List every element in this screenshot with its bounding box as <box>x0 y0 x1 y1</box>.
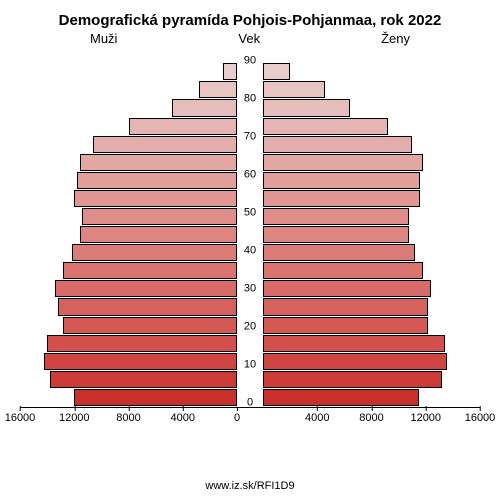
male-bar <box>199 81 237 98</box>
male-bar <box>63 317 237 334</box>
x-tick: 4000 <box>171 412 195 424</box>
x-tick: 4000 <box>305 412 329 424</box>
female-bar <box>263 389 419 406</box>
female-bar <box>263 63 290 80</box>
label-female: Ženy <box>381 31 410 46</box>
female-bar <box>263 298 428 315</box>
y-tick: 90 <box>237 56 263 67</box>
female-bar <box>263 317 428 334</box>
y-tick: 20 <box>237 321 263 332</box>
plot-area: 0 10 20 30 40 50 60 70 80 90 <box>20 48 480 408</box>
male-bar <box>223 63 237 80</box>
y-tick: 40 <box>237 245 263 256</box>
male-bar <box>55 280 237 297</box>
y-axis: 0 10 20 30 40 50 60 70 80 90 <box>237 48 263 407</box>
chart-title: Demografická pyramída Pohjois-Pohjanmaa,… <box>20 12 480 29</box>
male-bar <box>129 118 238 135</box>
female-bar <box>263 353 447 370</box>
female-bar <box>263 190 420 207</box>
x-tick: 16000 <box>465 412 496 424</box>
x-tick: 12000 <box>410 412 441 424</box>
female-bar <box>263 280 431 297</box>
y-tick: 50 <box>237 208 263 219</box>
y-tick: 10 <box>237 359 263 370</box>
label-age: Vek <box>238 31 260 46</box>
axis-labels: Muži Vek Ženy <box>20 31 480 46</box>
female-bar <box>263 262 423 279</box>
male-bar <box>47 335 237 352</box>
x-axis: 1600012000800040000400080001200016000 <box>20 408 480 430</box>
male-bar <box>58 298 237 315</box>
female-bar <box>263 81 325 98</box>
male-bar <box>74 389 237 406</box>
female-bar <box>263 335 445 352</box>
male-bar <box>80 226 237 243</box>
y-tick: 80 <box>237 94 263 105</box>
x-tick: 12000 <box>59 412 90 424</box>
pyramid-chart: Demografická pyramída Pohjois-Pohjanmaa,… <box>0 0 500 500</box>
male-bar <box>82 208 237 225</box>
x-tick: 8000 <box>116 412 140 424</box>
female-bar <box>263 244 415 261</box>
x-tick: 8000 <box>359 412 383 424</box>
male-bar <box>63 262 237 279</box>
y-tick: 0 <box>237 397 263 408</box>
female-bar <box>263 172 420 189</box>
female-bar <box>263 99 350 116</box>
female-bar <box>263 136 412 153</box>
y-tick: 70 <box>237 132 263 143</box>
female-bars <box>250 48 480 407</box>
male-bar <box>44 353 237 370</box>
x-tick: 0 <box>234 412 240 424</box>
male-bar <box>74 190 237 207</box>
x-tick: 16000 <box>5 412 36 424</box>
male-bar <box>172 99 237 116</box>
male-bar <box>50 371 237 388</box>
male-bar <box>93 136 237 153</box>
footer-url: www.iz.sk/RFI1D9 <box>205 480 294 492</box>
female-bar <box>263 118 388 135</box>
y-tick: 30 <box>237 283 263 294</box>
label-male: Muži <box>90 31 117 46</box>
male-bars <box>20 48 250 407</box>
female-bar <box>263 208 409 225</box>
male-bar <box>77 172 237 189</box>
female-bar <box>263 371 442 388</box>
y-tick: 60 <box>237 170 263 181</box>
female-bar <box>263 154 423 171</box>
male-bar <box>72 244 237 261</box>
male-bar <box>80 154 237 171</box>
female-bar <box>263 226 409 243</box>
